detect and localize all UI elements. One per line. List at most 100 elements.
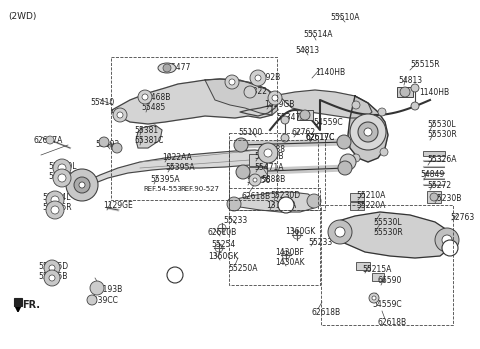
Bar bbox=[350, 193, 364, 201]
Circle shape bbox=[113, 108, 127, 122]
Circle shape bbox=[225, 75, 239, 89]
Text: 55468B: 55468B bbox=[141, 93, 170, 102]
Circle shape bbox=[249, 174, 261, 186]
Circle shape bbox=[44, 270, 60, 286]
Polygon shape bbox=[112, 79, 278, 124]
Text: 55220A: 55220A bbox=[356, 201, 385, 210]
Text: 66590: 66590 bbox=[378, 276, 402, 285]
Circle shape bbox=[337, 135, 351, 149]
Text: 55230B: 55230B bbox=[432, 194, 461, 203]
Circle shape bbox=[250, 70, 266, 86]
Circle shape bbox=[281, 116, 289, 124]
Text: 55250A: 55250A bbox=[228, 264, 257, 273]
Text: 62617C: 62617C bbox=[306, 133, 336, 142]
Text: 55392: 55392 bbox=[95, 140, 119, 149]
Text: 62610B: 62610B bbox=[207, 228, 236, 237]
Circle shape bbox=[244, 86, 256, 98]
Circle shape bbox=[335, 227, 345, 237]
Circle shape bbox=[46, 136, 54, 144]
Circle shape bbox=[328, 220, 352, 244]
Circle shape bbox=[87, 295, 97, 305]
Text: 55410: 55410 bbox=[90, 98, 114, 107]
Circle shape bbox=[53, 159, 71, 177]
Text: REF.90-527: REF.90-527 bbox=[180, 186, 219, 192]
Text: 62618B: 62618B bbox=[378, 318, 407, 327]
Text: 55233: 55233 bbox=[308, 238, 332, 247]
Bar bbox=[321, 205, 453, 325]
Text: 1360GK: 1360GK bbox=[208, 252, 238, 261]
Text: 55381C: 55381C bbox=[134, 136, 163, 145]
Circle shape bbox=[340, 154, 356, 170]
Text: 55510A: 55510A bbox=[330, 13, 360, 22]
Circle shape bbox=[79, 182, 85, 188]
Text: 54559C: 54559C bbox=[372, 300, 402, 309]
Text: 62617C: 62617C bbox=[306, 133, 336, 142]
Bar bbox=[111, 57, 277, 200]
Text: 55888: 55888 bbox=[261, 145, 285, 154]
Circle shape bbox=[138, 90, 152, 104]
Bar bbox=[356, 262, 370, 270]
Text: 55477: 55477 bbox=[166, 63, 191, 72]
Circle shape bbox=[430, 193, 438, 201]
Bar bbox=[229, 188, 320, 285]
Circle shape bbox=[300, 110, 310, 120]
Circle shape bbox=[142, 94, 148, 100]
Text: 55215A: 55215A bbox=[362, 265, 391, 274]
Circle shape bbox=[74, 177, 90, 193]
Circle shape bbox=[236, 165, 250, 179]
Text: 55395A: 55395A bbox=[150, 175, 180, 184]
Circle shape bbox=[58, 174, 66, 182]
Circle shape bbox=[49, 275, 55, 281]
Circle shape bbox=[352, 101, 360, 109]
Circle shape bbox=[53, 169, 71, 187]
Text: REF.54-553: REF.54-553 bbox=[143, 186, 182, 192]
Circle shape bbox=[369, 293, 379, 303]
Circle shape bbox=[46, 201, 64, 219]
Circle shape bbox=[350, 114, 386, 150]
Text: 55233: 55233 bbox=[223, 216, 247, 225]
Circle shape bbox=[253, 178, 257, 182]
Text: 55347A: 55347A bbox=[276, 113, 306, 122]
Text: 62618B: 62618B bbox=[311, 308, 340, 317]
Circle shape bbox=[234, 138, 248, 152]
Circle shape bbox=[167, 267, 183, 283]
Circle shape bbox=[272, 95, 278, 101]
Text: 55210A: 55210A bbox=[356, 191, 385, 200]
Circle shape bbox=[364, 128, 372, 136]
Text: 55275R: 55275R bbox=[42, 203, 72, 212]
Text: 62617A: 62617A bbox=[34, 136, 63, 145]
Bar bbox=[350, 202, 364, 210]
Text: 54849: 54849 bbox=[420, 170, 444, 179]
Circle shape bbox=[258, 143, 278, 163]
Circle shape bbox=[112, 143, 122, 153]
Text: 55145B: 55145B bbox=[38, 272, 67, 281]
Text: 1129GE: 1129GE bbox=[103, 201, 133, 210]
Text: B: B bbox=[283, 202, 288, 208]
Circle shape bbox=[268, 91, 282, 105]
Text: 55274L: 55274L bbox=[42, 193, 71, 202]
Polygon shape bbox=[78, 150, 278, 192]
Polygon shape bbox=[205, 79, 278, 115]
Circle shape bbox=[400, 87, 410, 97]
Text: 55471A: 55471A bbox=[254, 163, 284, 172]
Text: 1430AK: 1430AK bbox=[275, 258, 305, 267]
Circle shape bbox=[44, 260, 60, 276]
Text: 55272: 55272 bbox=[427, 181, 451, 190]
Circle shape bbox=[163, 64, 171, 72]
Bar bbox=[372, 273, 384, 281]
Bar bbox=[229, 140, 318, 210]
Text: 55485: 55485 bbox=[141, 103, 165, 112]
Text: 62762: 62762 bbox=[292, 128, 316, 137]
Circle shape bbox=[51, 196, 59, 204]
Circle shape bbox=[66, 169, 98, 201]
Text: 54813: 54813 bbox=[398, 76, 422, 85]
Circle shape bbox=[229, 79, 235, 85]
Bar bbox=[229, 133, 325, 210]
Text: 55530L: 55530L bbox=[427, 120, 456, 129]
Text: 55230D: 55230D bbox=[270, 191, 300, 200]
Text: 55454B: 55454B bbox=[254, 152, 284, 161]
Circle shape bbox=[411, 84, 419, 92]
Text: 62792B: 62792B bbox=[252, 73, 281, 82]
Circle shape bbox=[227, 197, 241, 211]
Circle shape bbox=[411, 102, 419, 110]
